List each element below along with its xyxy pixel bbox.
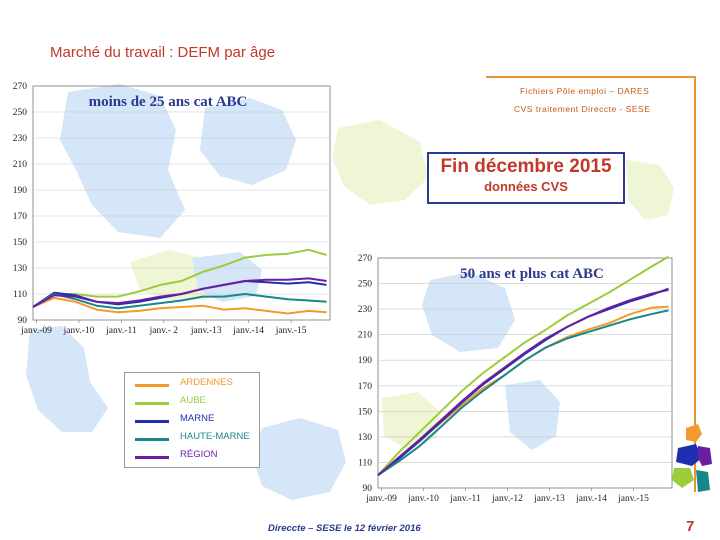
map-shape-marne-top — [200, 98, 296, 185]
legend-label-ardennes: ARDENNES — [180, 377, 233, 388]
series-line-région — [377, 288, 669, 476]
map-shape-ardennes-low — [26, 326, 108, 432]
x-tick-label: janv.-09 — [365, 494, 397, 504]
y-tick-label: 130 — [358, 433, 373, 443]
footer-credit: Direccte – SESE le 12 février 2016 — [268, 523, 421, 534]
y-tick-label: 210 — [13, 160, 28, 170]
y-tick-label: 130 — [13, 264, 28, 274]
map-shape-right-low2 — [505, 380, 560, 450]
y-tick-label: 250 — [358, 280, 373, 290]
region-logo-piece-blue — [676, 444, 702, 466]
legend-swatch-aube — [135, 402, 169, 405]
y-tick-label: 110 — [358, 458, 372, 468]
y-tick-label: 210 — [358, 331, 373, 341]
map-shape-right-top — [626, 160, 674, 220]
plot-frame — [32, 85, 331, 321]
legend-swatch-marne — [135, 420, 169, 423]
source-line-2: CVS traitement Direccte - SESE — [514, 104, 651, 114]
x-tick-label: janv.- 2 — [149, 326, 179, 336]
y-tick-label: 170 — [13, 212, 28, 222]
series-line-haute-marne — [32, 293, 327, 310]
y-tick-label: 150 — [13, 238, 28, 248]
x-tick-label: janv.-14 — [232, 326, 264, 336]
map-shape-haute-marne-low — [252, 418, 346, 500]
region-logo — [672, 424, 712, 492]
legend-swatch-region — [135, 456, 169, 459]
chart-title: moins de 25 ans cat ABC — [89, 94, 248, 110]
source-line-1: Fichiers Pôle emploi – DARES — [520, 86, 650, 96]
chart-legend: ARDENNES AUBE MARNE HAUTE-MARNE RÉGION — [124, 372, 260, 468]
series-line-haute-marne — [377, 309, 669, 477]
date-box: Fin décembre 2015 données CVS — [427, 152, 625, 204]
y-tick-label: 150 — [358, 407, 373, 417]
region-logo-piece-orange — [686, 424, 702, 442]
region-logo-piece-purple — [698, 446, 712, 466]
x-tick-label: janv.-14 — [575, 494, 607, 504]
y-tick-label: 190 — [13, 186, 28, 196]
legend-item-region: RÉGION — [135, 448, 255, 464]
y-tick-label: 190 — [358, 356, 373, 366]
legend-swatch-ardennes — [135, 384, 169, 387]
map-shape-marne-mid — [192, 252, 262, 302]
x-tick-label: janv.-11 — [449, 494, 481, 504]
legend-label-aube: AUBE — [180, 395, 206, 406]
y-tick-label: 110 — [13, 290, 27, 300]
map-shape-right-mid — [422, 272, 515, 352]
region-logo-piece-green — [672, 468, 694, 488]
y-tick-label: 270 — [13, 82, 28, 92]
chart-under-25: 90 110 130 150 170 190 210 230 250 270 janv.-09 jan… — [13, 82, 331, 336]
x-tick-label: janv.-13 — [190, 326, 222, 336]
y-tick-label: 170 — [358, 382, 373, 392]
chart-title: 50 ans et plus cat ABC — [460, 266, 604, 282]
map-shape-ardennes-top — [60, 84, 185, 238]
series-line-ardennes — [32, 296, 327, 315]
y-tick-label: 230 — [13, 134, 28, 144]
series-line-aube — [32, 248, 327, 308]
legend-item-ardennes: ARDENNES — [135, 376, 255, 392]
page-number: 7 — [686, 518, 695, 535]
legend-item-marne: MARNE — [135, 412, 255, 428]
legend-item-aube: AUBE — [135, 394, 255, 410]
legend-swatch-haute-marne — [135, 438, 169, 441]
legend-label-marne: MARNE — [180, 413, 215, 424]
y-tick-label: 90 — [363, 484, 373, 494]
x-tick-label: janv.-10 — [63, 326, 95, 336]
series-line-région — [32, 277, 327, 308]
deco-line-right — [694, 76, 696, 492]
y-tick-label: 250 — [13, 108, 28, 118]
date-subline: données CVS — [484, 179, 568, 194]
y-tick-label: 230 — [358, 305, 373, 315]
x-tick-label: janv.-13 — [533, 494, 565, 504]
series-line-ardennes — [377, 305, 669, 476]
legend-label-region: RÉGION — [180, 449, 218, 460]
y-tick-label: 270 — [358, 254, 373, 264]
series-line-aube — [377, 255, 670, 476]
x-tick-label: janv.-10 — [407, 494, 439, 504]
legend-item-haute-marne: HAUTE-MARNE — [135, 430, 255, 446]
map-shape-aube-top — [332, 120, 428, 205]
y-tick-label: 90 — [18, 316, 28, 326]
deco-line-top — [486, 76, 696, 78]
legend-label-haute-marne: HAUTE-MARNE — [180, 431, 250, 442]
page-title: Marché du travail : DEFM par âge — [50, 44, 276, 61]
x-tick-label: janv.-15 — [617, 494, 649, 504]
x-tick-label: janv.-09 — [20, 326, 52, 336]
x-tick-label: janv.-12 — [491, 494, 523, 504]
region-logo-piece-teal — [696, 470, 710, 492]
date-headline: Fin décembre 2015 — [440, 156, 612, 177]
plot-frame — [377, 257, 673, 489]
x-tick-label: janv.-11 — [105, 326, 137, 336]
x-tick-label: janv.-15 — [275, 326, 307, 336]
chart-50-plus: 90 110 130 150 170 190 210 230 250 270 janv.-09 jan… — [358, 254, 673, 504]
